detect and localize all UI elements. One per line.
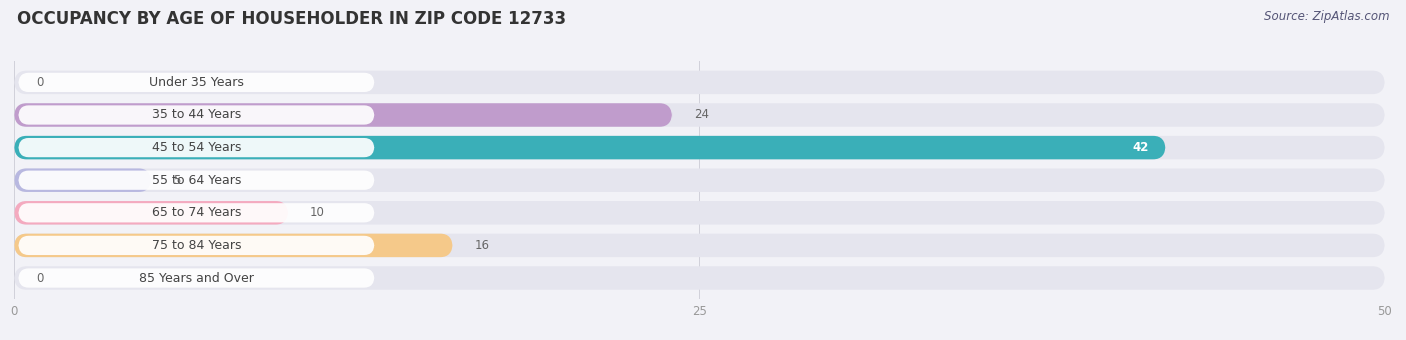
FancyBboxPatch shape <box>18 138 374 157</box>
FancyBboxPatch shape <box>14 136 1385 159</box>
Text: 55 to 64 Years: 55 to 64 Years <box>152 174 240 187</box>
FancyBboxPatch shape <box>14 136 1166 159</box>
FancyBboxPatch shape <box>14 168 1385 192</box>
FancyBboxPatch shape <box>18 105 374 125</box>
Text: 85 Years and Over: 85 Years and Over <box>139 272 254 285</box>
FancyBboxPatch shape <box>14 103 672 127</box>
Text: 42: 42 <box>1133 141 1149 154</box>
FancyBboxPatch shape <box>18 203 374 222</box>
FancyBboxPatch shape <box>14 234 453 257</box>
Text: Under 35 Years: Under 35 Years <box>149 76 243 89</box>
Text: 5: 5 <box>173 174 180 187</box>
FancyBboxPatch shape <box>14 201 288 224</box>
Text: 0: 0 <box>37 76 44 89</box>
FancyBboxPatch shape <box>18 236 374 255</box>
FancyBboxPatch shape <box>14 71 1385 94</box>
FancyBboxPatch shape <box>14 266 1385 290</box>
FancyBboxPatch shape <box>14 168 152 192</box>
FancyBboxPatch shape <box>14 103 1385 127</box>
Text: 45 to 54 Years: 45 to 54 Years <box>152 141 240 154</box>
FancyBboxPatch shape <box>18 73 374 92</box>
Text: 24: 24 <box>695 108 709 121</box>
Text: 75 to 84 Years: 75 to 84 Years <box>152 239 242 252</box>
Text: 35 to 44 Years: 35 to 44 Years <box>152 108 240 121</box>
Text: OCCUPANCY BY AGE OF HOUSEHOLDER IN ZIP CODE 12733: OCCUPANCY BY AGE OF HOUSEHOLDER IN ZIP C… <box>17 10 567 28</box>
Text: Source: ZipAtlas.com: Source: ZipAtlas.com <box>1264 10 1389 23</box>
Text: 0: 0 <box>37 272 44 285</box>
Text: 10: 10 <box>311 206 325 219</box>
Text: 65 to 74 Years: 65 to 74 Years <box>152 206 240 219</box>
FancyBboxPatch shape <box>18 171 374 190</box>
FancyBboxPatch shape <box>14 234 1385 257</box>
FancyBboxPatch shape <box>18 268 374 288</box>
Text: 16: 16 <box>475 239 489 252</box>
FancyBboxPatch shape <box>14 201 1385 224</box>
